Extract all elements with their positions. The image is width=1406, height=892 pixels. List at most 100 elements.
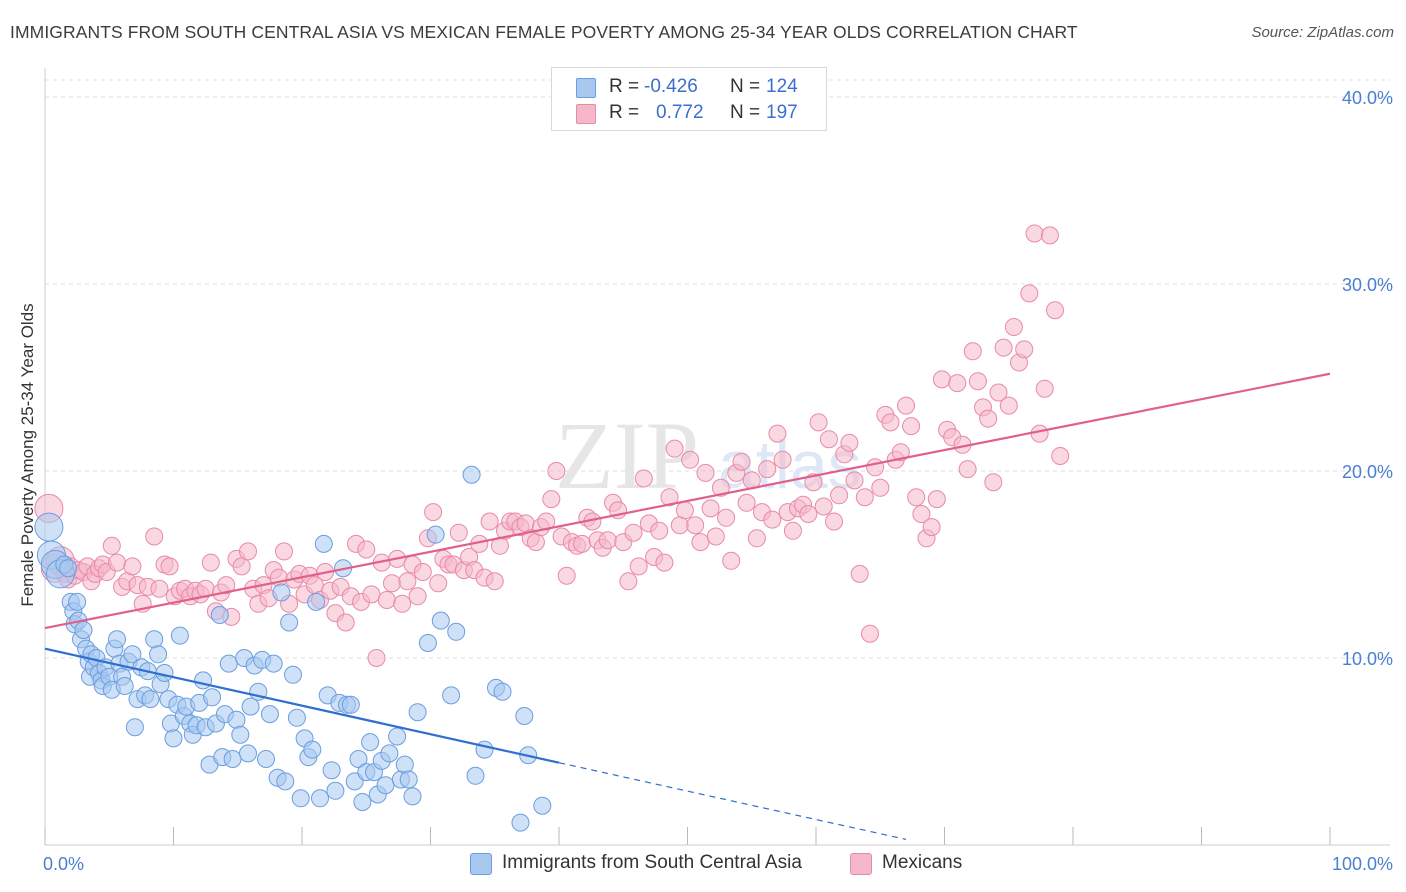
data-point xyxy=(629,557,648,576)
data-point xyxy=(303,740,322,759)
data-point xyxy=(59,559,78,578)
legend-swatch-pink xyxy=(850,853,872,875)
data-point xyxy=(922,518,941,537)
data-point xyxy=(322,761,341,780)
trend-lines xyxy=(44,372,1331,840)
data-point xyxy=(958,460,977,479)
legend-label: Immigrants from South Central Asia xyxy=(502,852,802,873)
legend-swatch-pink xyxy=(576,104,596,124)
y-tick-label: 20.0% xyxy=(1342,462,1393,482)
data-point xyxy=(194,671,213,690)
series-mexicans xyxy=(34,224,1070,667)
legend-r-label: R = xyxy=(609,102,640,123)
data-point xyxy=(1025,224,1044,243)
data-point xyxy=(845,471,864,490)
data-point xyxy=(307,592,326,611)
data-point xyxy=(758,460,777,479)
data-point xyxy=(239,744,257,763)
data-point xyxy=(123,645,142,664)
data-point xyxy=(819,430,838,449)
data-point xyxy=(891,443,910,462)
legend-label: Mexicans xyxy=(882,852,963,873)
legend-n-value: 124 xyxy=(766,76,798,97)
data-point xyxy=(691,533,710,552)
data-point xyxy=(74,621,93,639)
data-point xyxy=(809,413,828,432)
data-point xyxy=(542,490,561,509)
data-point xyxy=(855,488,874,507)
data-point xyxy=(108,553,126,572)
data-point xyxy=(907,488,926,507)
data-point xyxy=(449,523,468,542)
data-point xyxy=(424,503,443,522)
data-point xyxy=(408,587,427,606)
data-point xyxy=(426,525,445,544)
data-point xyxy=(219,654,238,673)
data-point xyxy=(979,409,998,428)
data-point xyxy=(398,572,417,591)
data-point xyxy=(223,750,242,768)
data-point xyxy=(34,512,64,542)
data-point xyxy=(164,729,183,748)
data-point xyxy=(68,592,87,611)
y-tick-label: 40.0% xyxy=(1342,88,1393,108)
data-point xyxy=(257,750,275,768)
data-point xyxy=(287,708,306,727)
data-point xyxy=(968,372,987,391)
data-point xyxy=(989,383,1008,402)
data-point xyxy=(840,433,859,452)
data-point xyxy=(383,574,401,593)
data-point xyxy=(367,649,386,667)
y-tick-label: 30.0% xyxy=(1342,275,1393,295)
data-point xyxy=(902,417,921,436)
data-point xyxy=(573,534,592,553)
data-point xyxy=(115,677,134,695)
data-point xyxy=(948,374,967,393)
data-point xyxy=(388,727,407,746)
data-point xyxy=(783,521,802,540)
data-point xyxy=(361,733,380,752)
data-point xyxy=(732,452,751,471)
data-point xyxy=(232,557,251,576)
data-point xyxy=(311,789,329,808)
data-point xyxy=(357,540,376,559)
data-point xyxy=(984,473,1003,492)
legend-r-value: -0.426 xyxy=(644,76,698,97)
data-point xyxy=(866,458,885,477)
data-point xyxy=(1046,301,1064,320)
data-point xyxy=(217,576,236,595)
data-point xyxy=(145,527,164,546)
data-point xyxy=(701,499,720,518)
data-point xyxy=(696,463,715,482)
data-point xyxy=(1004,318,1023,336)
data-point xyxy=(150,579,169,598)
data-point xyxy=(881,413,900,432)
data-point xyxy=(326,781,345,800)
data-point xyxy=(227,710,246,729)
data-point xyxy=(515,707,534,725)
data-point xyxy=(722,551,741,570)
data-point xyxy=(814,497,833,516)
data-point xyxy=(634,469,653,488)
data-point xyxy=(336,613,355,632)
data-point xyxy=(1015,340,1034,359)
data-point xyxy=(799,505,818,523)
data-point xyxy=(861,624,879,643)
legend-r-label: R = xyxy=(609,76,640,97)
trend-line-pink xyxy=(44,372,1331,630)
data-point xyxy=(773,450,792,469)
data-point xyxy=(349,750,368,768)
y-axis-label: Female Poverty Among 25-34 Year Olds xyxy=(18,303,37,606)
data-point xyxy=(108,630,126,649)
data-point xyxy=(260,705,279,724)
data-point xyxy=(706,527,725,546)
data-point xyxy=(275,542,293,561)
legend-n-label: N = xyxy=(730,102,761,123)
data-point xyxy=(376,776,395,795)
data-point xyxy=(897,396,915,415)
data-point xyxy=(1035,379,1054,398)
data-point xyxy=(533,796,552,815)
data-point xyxy=(201,553,220,572)
data-point xyxy=(763,510,782,529)
